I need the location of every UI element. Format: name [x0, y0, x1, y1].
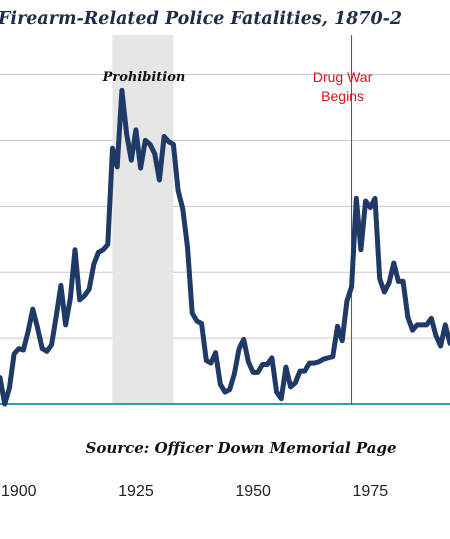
x-tick-label-1950: 1950: [235, 483, 271, 500]
chart-title: Firearm-Related Police Fatalities, 1870-…: [0, 9, 402, 29]
source-note: Source: Officer Down Memorial Page: [85, 439, 396, 457]
prohibition-label: Prohibition: [102, 70, 186, 85]
x-tick-label-1975: 1975: [353, 483, 389, 500]
x-tick-label-1900: 1900: [1, 483, 37, 500]
series-line: [0, 87, 450, 407]
x-tick-label-1925: 1925: [118, 483, 154, 500]
drug-war-label-line2: Begins: [321, 88, 364, 104]
drug-war-label-line1: Drug War: [313, 69, 373, 85]
x-axis-ticks: 1900 1925 1950 1975: [1, 483, 388, 500]
series-layer: [0, 87, 450, 407]
